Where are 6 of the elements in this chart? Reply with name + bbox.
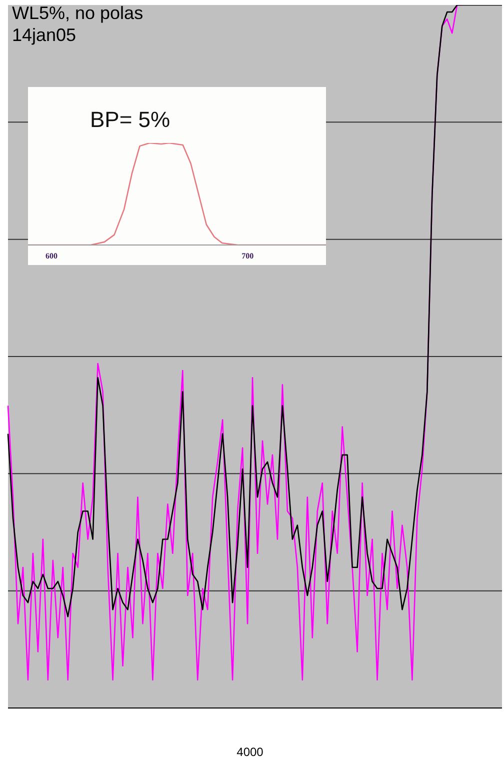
x-tick-label: 700	[242, 252, 254, 261]
text: 14jan05	[12, 24, 78, 46]
text: 4000	[236, 745, 264, 759]
chart-title: WL5%, no polas	[12, 2, 144, 24]
chart-title: BP= 5%	[90, 107, 170, 133]
x-tick-label: 600	[46, 252, 58, 261]
